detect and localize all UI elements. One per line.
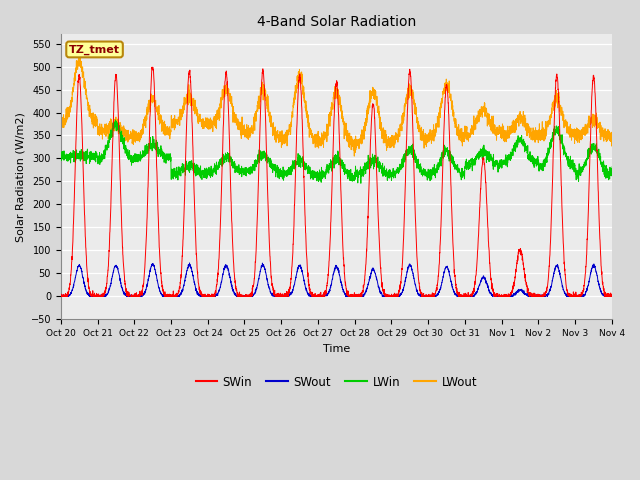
SWin (148, 64, 156, 70)
LWin (509, 147, 516, 153)
SWin (449, 242, 457, 248)
LWout (158, 122, 166, 128)
LWout (76, 51, 84, 57)
LWout (449, 113, 457, 119)
LWin (518, 134, 525, 140)
LWin (158, 152, 166, 157)
SWout (57, 294, 65, 300)
SWin (57, 293, 65, 299)
SWin (518, 250, 525, 255)
SWout (509, 293, 516, 299)
LWin (449, 160, 457, 166)
SWin (492, 294, 499, 300)
LWin (357, 180, 365, 186)
SWin (57, 294, 65, 300)
LWin (492, 160, 499, 166)
LWin (437, 155, 445, 160)
LWout (509, 124, 516, 130)
X-axis label: Time: Time (323, 344, 350, 354)
LWout (492, 132, 499, 138)
Legend: SWin, SWout, LWin, LWout: SWin, SWout, LWin, LWout (191, 371, 482, 393)
SWout (492, 293, 499, 299)
SWout (449, 286, 457, 292)
SWout (186, 260, 193, 266)
LWout (437, 99, 445, 105)
SWout (158, 292, 166, 298)
Line: LWout: LWout (61, 54, 640, 156)
LWout (57, 118, 65, 123)
SWin (437, 213, 445, 218)
SWin (509, 288, 516, 294)
LWout (351, 153, 358, 159)
LWin (57, 154, 65, 159)
LWin (112, 117, 120, 123)
Text: TZ_tmet: TZ_tmet (69, 44, 120, 55)
SWout (517, 288, 525, 293)
Title: 4-Band Solar Radiation: 4-Band Solar Radiation (257, 15, 416, 29)
Line: SWin: SWin (61, 67, 640, 297)
Line: LWin: LWin (61, 120, 640, 183)
LWout (518, 112, 525, 118)
SWout (437, 283, 445, 289)
Y-axis label: Solar Radiation (W/m2): Solar Radiation (W/m2) (15, 112, 25, 242)
Line: SWout: SWout (61, 263, 640, 297)
SWin (159, 282, 166, 288)
